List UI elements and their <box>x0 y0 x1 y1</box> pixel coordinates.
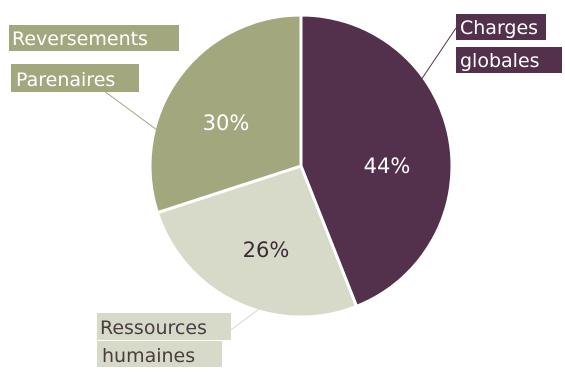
slice-value-label: 44% <box>364 154 411 178</box>
svg-text:Parenaires: Parenaires <box>16 69 115 91</box>
pie-slice-charges-globales <box>299 13 454 308</box>
slice-label-reversements-parenaires: Reversements Parenaires <box>9 25 179 92</box>
svg-text:Charges: Charges <box>460 17 538 39</box>
leader-line <box>420 27 457 81</box>
svg-text:humaines: humaines <box>102 345 195 367</box>
pie-slice-ressources-humaines <box>155 164 359 319</box>
svg-text:Reversements: Reversements <box>12 28 148 50</box>
svg-text:Ressources: Ressources <box>100 317 207 339</box>
slice-value-label: 30% <box>203 111 250 135</box>
slice-label-ressources-humaines: Ressources humaines <box>97 313 231 367</box>
pie-slice-reversements-parenaires <box>148 13 303 215</box>
slice-label-charges-globales: Charges globales <box>456 14 562 73</box>
slice-value-label: 26% <box>243 238 290 262</box>
leader-line <box>99 87 158 131</box>
svg-text:globales: globales <box>460 50 540 72</box>
